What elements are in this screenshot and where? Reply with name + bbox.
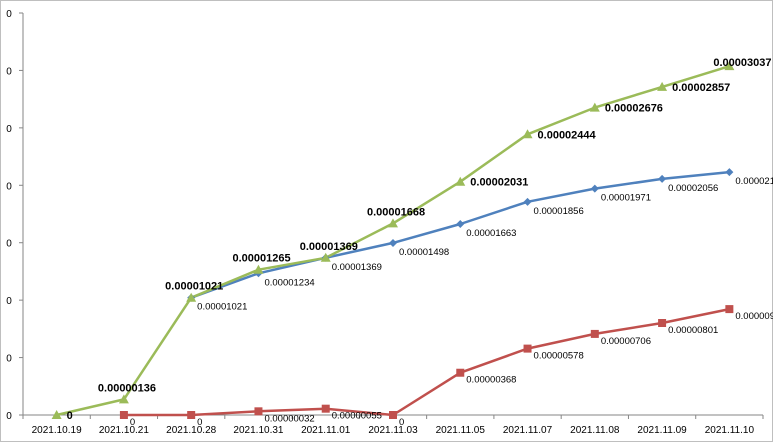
y-tick-label: 0 [6, 181, 12, 192]
data-label: 0.00001265 [232, 253, 290, 265]
data-label: 0.00000578 [534, 351, 584, 362]
square-marker [119, 411, 128, 419]
x-tick-label: 2021.10.19 [32, 425, 82, 436]
data-label: 0.00002115 [735, 176, 773, 187]
data-label: 0.00000136 [98, 382, 156, 394]
square-marker [725, 305, 734, 314]
x-tick-label: 2021.11.08 [570, 425, 620, 436]
diamond-marker [658, 174, 667, 183]
x-tick-label: 2021.10.21 [99, 425, 149, 436]
x-tick-label: 2021.10.28 [166, 425, 216, 436]
data-label: 0.00001234 [264, 277, 314, 288]
square-marker [321, 404, 330, 413]
x-tick-label: 2021.10.31 [233, 425, 283, 436]
chart-axes: 0 0 0 0 0 0 0 0 2021.10.19 2021.10.21 2021.10.28 20… [6, 9, 764, 436]
data-label: 0.00002444 [538, 129, 597, 141]
y-tick-label: 0 [6, 354, 12, 365]
series-line [123, 307, 730, 417]
data-label: 0.00001498 [399, 247, 449, 258]
data-label: 0.00002056 [668, 183, 718, 194]
triangle-marker [186, 292, 197, 302]
x-tick-label: 2021.11.10 [705, 425, 755, 436]
square-marker [658, 318, 667, 327]
square-marker [389, 411, 397, 419]
data-label: 0.00000055 [332, 411, 382, 422]
x-tick-label: 2021.11.09 [637, 425, 687, 436]
x-tick-label: 2021.11.05 [436, 425, 486, 436]
y-tick-label: 0 [6, 124, 12, 135]
square-marker [254, 407, 263, 416]
y-tick-label: 0 [6, 66, 12, 77]
square-marker [523, 344, 532, 353]
x-tick-label: 2021.11.07 [503, 425, 553, 436]
data-label: 0.00000801 [668, 325, 718, 336]
data-label: 0.00002676 [605, 103, 663, 115]
triangle-marker [455, 176, 466, 186]
data-label: 0 [197, 417, 202, 428]
diamond-marker [389, 238, 397, 247]
data-label: 0.00001369 [300, 241, 358, 253]
data-label: 0.00002031 [470, 177, 528, 189]
data-label: 0.00001021 [165, 281, 223, 293]
data-label: 0.00000368 [466, 375, 516, 386]
triangle-marker [253, 264, 264, 274]
triangle-marker [589, 102, 600, 112]
data-label: 0.00001668 [367, 206, 425, 218]
data-label: 0.00001369 [332, 262, 382, 273]
data-label: 0 [130, 417, 135, 428]
data-label: 0.00000032 [264, 413, 314, 424]
data-label: 0.00000922 [735, 311, 773, 322]
data-label: 0 [399, 417, 404, 428]
triangle-marker [51, 410, 62, 419]
triangle-marker [320, 252, 331, 262]
y-tick-label: 0 [6, 9, 12, 20]
triangle-marker [388, 218, 398, 228]
diamond-marker [590, 184, 599, 193]
data-label: 0.00001971 [601, 193, 651, 204]
triangle-marker [118, 394, 129, 404]
diamond-marker [523, 197, 532, 206]
data-label: 0.00000706 [601, 336, 651, 347]
diamond-marker [456, 219, 465, 228]
triangle-marker [522, 129, 533, 139]
triangle-marker [657, 81, 668, 91]
y-tick-label: 0 [6, 296, 12, 307]
square-marker [187, 411, 196, 419]
square-marker [456, 368, 465, 377]
y-tick-label: 0 [6, 239, 12, 250]
data-label: 0 [67, 410, 73, 422]
diamond-marker [725, 168, 734, 177]
series-markers [51, 61, 735, 419]
data-label: 0.00001856 [534, 206, 584, 217]
data-label: 0.00003037 [713, 57, 771, 69]
triangle-marker [724, 61, 735, 71]
x-tick-label: 2021.11.01 [301, 425, 351, 436]
data-label: 0.00001663 [466, 228, 516, 239]
square-marker [590, 329, 599, 338]
data-label: 0.00001021 [197, 302, 247, 313]
data-labels: 0 0 0.00000032 0.00000055 0 0.00000368 0.00000… [67, 57, 773, 428]
data-label: 0.00002857 [672, 82, 730, 94]
y-tick-label: 0 [6, 411, 12, 422]
x-tick-label: 2021.11.03 [368, 425, 418, 436]
